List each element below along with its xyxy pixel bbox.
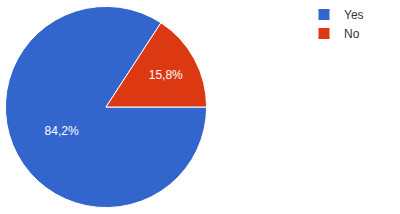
svg-text:No: No bbox=[344, 27, 360, 41]
svg-text:Yes: Yes bbox=[344, 8, 364, 22]
svg-text:15,8%: 15,8% bbox=[149, 68, 183, 82]
svg-text:84,2%: 84,2% bbox=[45, 124, 79, 138]
